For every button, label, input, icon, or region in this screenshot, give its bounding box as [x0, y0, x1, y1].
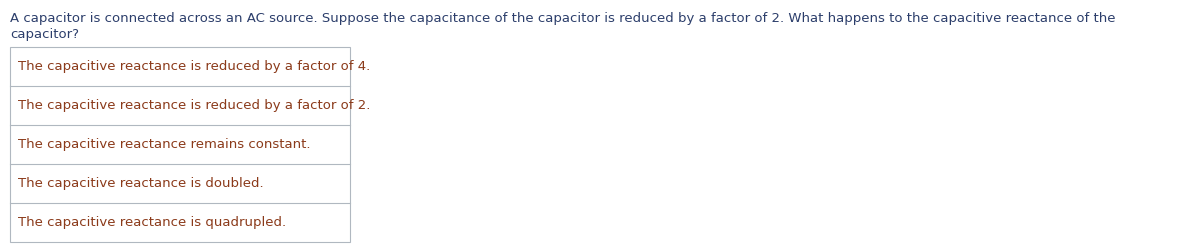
Text: The capacitive reactance is quadrupled.: The capacitive reactance is quadrupled.	[18, 216, 286, 229]
Text: A capacitor is connected across an AC source. Suppose the capacitance of the cap: A capacitor is connected across an AC so…	[10, 12, 1116, 25]
Text: The capacitive reactance remains constant.: The capacitive reactance remains constan…	[18, 138, 311, 151]
Text: The capacitive reactance is doubled.: The capacitive reactance is doubled.	[18, 177, 264, 190]
Text: The capacitive reactance is reduced by a factor of 2.: The capacitive reactance is reduced by a…	[18, 99, 371, 112]
Text: capacitor?: capacitor?	[10, 28, 79, 41]
Text: The capacitive reactance is reduced by a factor of 4.: The capacitive reactance is reduced by a…	[18, 60, 371, 73]
Bar	[10, 47, 350, 242]
